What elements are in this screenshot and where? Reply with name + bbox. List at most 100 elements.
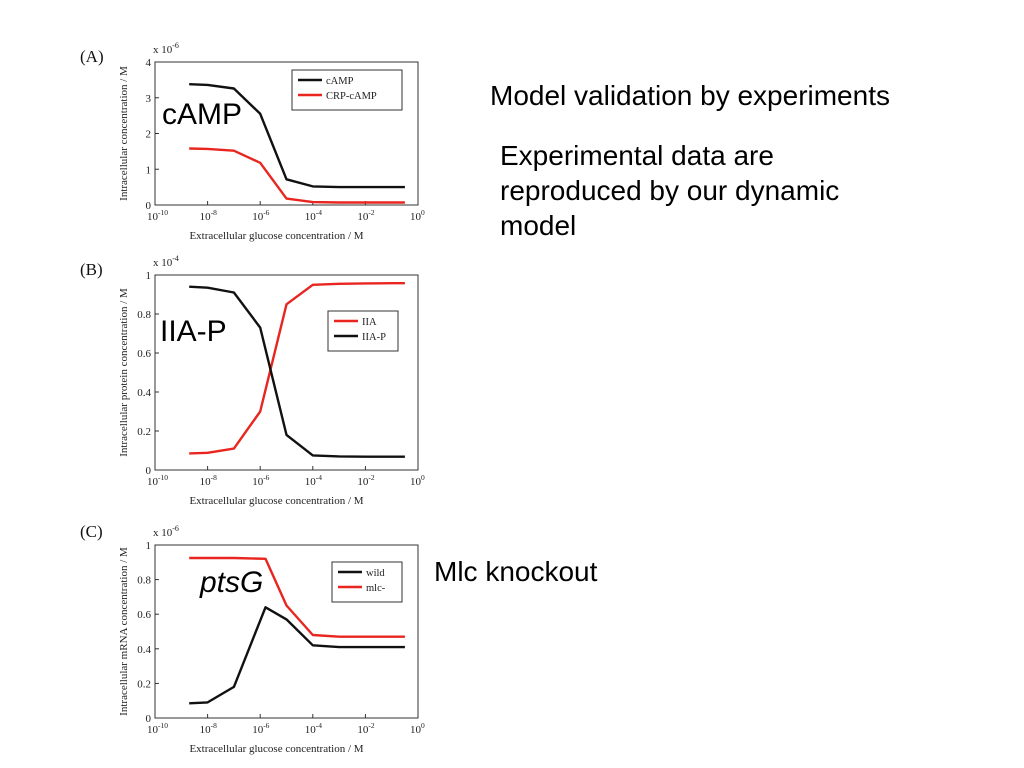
legend-entry: IIA-P (362, 332, 386, 343)
x-tick-exponent: -8 (211, 721, 217, 730)
chart-panel-2: (B) x 10-410-10 10-8 10-6 10-4 10-2 10000.20.4… (80, 254, 425, 507)
x-tick-exponent: -2 (368, 473, 374, 482)
x-tick-base: 10 (357, 724, 369, 736)
y-tick-label: 1 (146, 270, 152, 282)
x-tick-label: 10-2 (357, 208, 374, 223)
x-tick-base: 10 (252, 211, 264, 223)
x-tick-label: 10-4 (305, 721, 322, 736)
x-tick-label: 10-10 (147, 208, 168, 223)
x-tick-label: 10-2 (357, 473, 374, 488)
plot-frame (154, 544, 419, 719)
series-line-crp-camp (189, 147, 405, 204)
overlay-label: cAMP (162, 98, 242, 131)
y-tick-label: 0.6 (137, 348, 151, 360)
legend: IIA IIA-P (327, 310, 399, 352)
x-tick-base: 10 (200, 724, 212, 736)
legend-entry: CRP-cAMP (326, 91, 377, 102)
x-tick-label: 100 (410, 208, 425, 223)
y-multiplier-base: x 10 (153, 257, 173, 269)
y-multiplier-base: x 10 (153, 44, 173, 56)
slide-body-text: Experimental data are reproduced by our … (500, 140, 840, 241)
x-tick-base: 10 (305, 724, 317, 736)
x-tick-exponent: -6 (263, 208, 269, 217)
x-tick-exponent: -4 (316, 473, 322, 482)
y-multiplier-exponent: -4 (172, 254, 179, 263)
x-tick-label: 100 (410, 721, 425, 736)
y-tick-label: 0.8 (137, 309, 151, 321)
plot-frame (154, 274, 419, 471)
y-multiplier-exponent: -6 (172, 524, 179, 533)
x-tick-label: 10-8 (200, 721, 217, 736)
x-axis-label: Extracellular glucose concentration / M (189, 743, 363, 755)
y-multiplier: x 10-4 (153, 254, 179, 269)
x-tick-exponent: -10 (158, 721, 168, 730)
x-tick-base: 10 (200, 211, 212, 223)
y-tick-label: 0.2 (137, 426, 151, 438)
legend-entry: wild (366, 568, 385, 579)
x-tick-exponent: -6 (263, 721, 269, 730)
x-tick-label: 10-6 (252, 473, 269, 488)
y-tick-label: 1 (146, 540, 152, 552)
x-tick-exponent: -4 (316, 721, 322, 730)
legend-box (331, 561, 403, 603)
x-axis-label: Extracellular glucose concentration / M (189, 495, 363, 507)
x-tick-label: 100 (410, 473, 425, 488)
y-tick-label: 0.6 (137, 609, 151, 621)
overlay-label: ptsG (199, 566, 263, 599)
x-tick-label: 10-6 (252, 208, 269, 223)
x-tick-exponent: -2 (368, 721, 374, 730)
x-tick-base: 10 (200, 476, 212, 488)
x-tick-base: 10 (305, 476, 317, 488)
x-tick-exponent: 0 (421, 208, 425, 217)
x-tick-exponent: -10 (158, 208, 168, 217)
x-tick-base: 10 (410, 211, 422, 223)
y-axis-label: Intracellular concentration / M (118, 66, 130, 201)
x-tick-exponent: -4 (316, 208, 322, 217)
x-tick-label: 10-6 (252, 721, 269, 736)
y-tick-label: 0 (146, 465, 152, 477)
y-tick-label: 0.8 (137, 575, 151, 587)
x-tick-exponent: 0 (421, 473, 425, 482)
x-tick-base: 10 (357, 211, 369, 223)
y-tick-label: 0 (146, 713, 152, 725)
x-tick-base: 10 (410, 476, 422, 488)
y-tick-label: 3 (146, 93, 152, 105)
x-tick-exponent: -6 (263, 473, 269, 482)
panel-label: (A) (80, 47, 104, 66)
chart-panel-3: (C) x 10-610-10 10-8 10-6 10-4 10-2 10000.20.4… (80, 522, 425, 755)
legend-box (327, 310, 399, 352)
x-tick-exponent: -8 (211, 208, 217, 217)
legend-entry: mlc- (366, 583, 386, 594)
series-line-iia-p (189, 285, 405, 458)
panel-label: (C) (80, 522, 103, 541)
y-tick-label: 4 (146, 57, 152, 69)
series-line-wild (189, 606, 405, 705)
series-line-camp (189, 83, 405, 189)
series-line-iia (189, 282, 405, 455)
y-axis-label: Intracellular protein concentration / M (118, 288, 130, 457)
x-tick-base: 10 (147, 476, 159, 488)
x-tick-label: 10-4 (305, 473, 322, 488)
legend-entry: IIA (362, 317, 377, 328)
panel-label: (B) (80, 260, 103, 279)
x-tick-label: 10-10 (147, 721, 168, 736)
y-tick-label: 0.2 (137, 678, 151, 690)
legend-box (291, 69, 403, 111)
x-tick-base: 10 (147, 211, 159, 223)
legend: wild mlc- (331, 561, 403, 603)
x-tick-base: 10 (252, 724, 264, 736)
x-axis-label: Extracellular glucose concentration / M (189, 230, 363, 242)
x-tick-exponent: -10 (158, 473, 168, 482)
y-axis-label: Intracellular mRNA concentration / M (118, 547, 130, 716)
legend: cAMP CRP-cAMP (291, 69, 403, 111)
y-multiplier-base: x 10 (153, 527, 173, 539)
y-tick-label: 1 (146, 164, 152, 176)
x-tick-exponent: -8 (211, 473, 217, 482)
x-tick-label: 10-8 (200, 208, 217, 223)
x-tick-base: 10 (357, 476, 369, 488)
x-tick-base: 10 (147, 724, 159, 736)
y-multiplier: x 10-6 (153, 41, 179, 56)
y-tick-label: 0 (146, 200, 152, 212)
